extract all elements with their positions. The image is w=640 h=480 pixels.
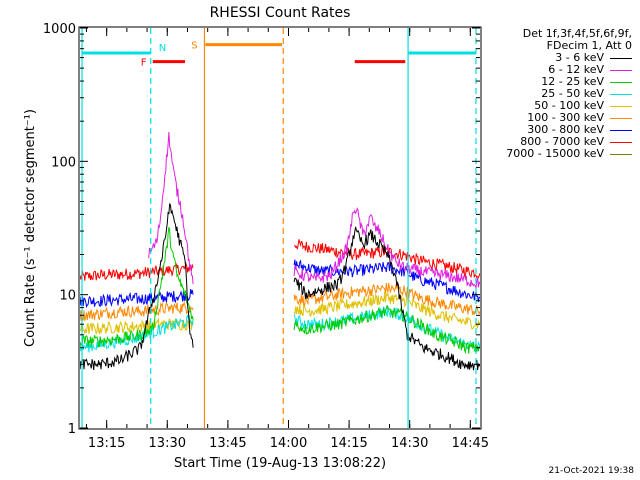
series-line-6-12-kev-seg-1 [293, 207, 480, 289]
series-line-3-6-kev-seg-0 [80, 203, 194, 371]
legend-swatch [610, 117, 632, 119]
plot-frame [78, 26, 482, 430]
legend-swatch [610, 141, 632, 143]
legend-swatch [610, 105, 632, 107]
x-tick-label-1: 13:30 [149, 436, 186, 451]
x-tick-label-4: 14:15 [330, 436, 367, 451]
legend-entry: 800 - 7000 keV [506, 136, 632, 148]
legend-entry: 25 - 50 keV [506, 88, 632, 100]
legend-entry-label: 6 - 12 keV [548, 63, 604, 76]
series-line-800-7000-kev-seg-1 [294, 239, 480, 279]
x-tick-label-3: 14:00 [270, 436, 307, 451]
chart-title: RHESSI Count Rates [210, 5, 351, 21]
flag-label-s: S [191, 41, 197, 52]
legend-entry-label: 7000 - 15000 keV [506, 147, 604, 160]
legend-entry-label: 300 - 800 keV [527, 123, 604, 136]
legend-entry-label: 100 - 300 keV [527, 111, 604, 124]
legend-entry-label: 50 - 100 keV [534, 99, 604, 112]
legend-entry: 7000 - 15000 keV [506, 148, 632, 160]
legend-swatch [610, 129, 632, 131]
flag-label-f: F [141, 58, 147, 69]
y-tick-label-0: 1 [68, 422, 76, 437]
legend-swatch [610, 153, 632, 155]
flag-label-n: N [159, 43, 166, 54]
legend-entry: 3 - 6 keV [506, 52, 632, 64]
series-line-100-300-kev-seg-1 [293, 282, 480, 316]
data-layer [80, 131, 480, 371]
marker-layer: F N S [81, 28, 477, 428]
y-tick-label-1: 10 [59, 289, 76, 304]
legend-entry-label: 25 - 50 keV [541, 87, 604, 100]
series-line-800-7000-kev-seg-0 [80, 261, 194, 281]
legend-entry: 300 - 800 keV [506, 124, 632, 136]
series-line-300-800-kev-seg-1 [293, 259, 480, 303]
legend-entry-label: 800 - 7000 keV [520, 135, 604, 148]
x-tick-label-6: 14:45 [452, 436, 489, 451]
legend-header-line-1: Det 1f,3f,4f,5f,6f,9f, [522, 27, 632, 40]
series-line-12-25-kev-seg-0 [80, 226, 194, 348]
axis-layer: 13:15 13:30 13:45 14:00 14:15 14:30 14:45 1 10 10… [43, 22, 489, 451]
legend-swatch [610, 57, 632, 59]
x-axis-label: Start Time (19-Aug-13 13:08:22) [174, 456, 386, 471]
legend-swatch [610, 81, 632, 83]
legend-entry: 12 - 25 keV [506, 76, 632, 88]
legend-entry-label: 3 - 6 keV [555, 51, 604, 64]
legend-header-line-2: FDecim 1, Att 0 [546, 39, 632, 52]
x-tick-label-2: 13:45 [209, 436, 246, 451]
legend-swatch [610, 93, 632, 95]
series-line-50-100-kev-seg-1 [293, 291, 480, 330]
series-line-3-6-kev-seg-1 [293, 226, 480, 371]
x-tick-label-5: 14:30 [391, 436, 428, 451]
timestamp: 21-Oct-2021 19:38 [548, 466, 634, 476]
legend-entry: 100 - 300 keV [506, 112, 632, 124]
legend-swatch [610, 69, 632, 71]
series-line-100-300-kev-seg-0 [80, 300, 194, 321]
series-line-300-800-kev-seg-0 [80, 289, 194, 309]
x-tick-label-0: 13:15 [88, 436, 125, 451]
series-line-25-50-kev-seg-0 [80, 314, 194, 353]
legend-entry-label: 12 - 25 keV [541, 75, 604, 88]
legend: Det 1f,3f,4f,5f,6f,9f, FDecim 1, Att 0 3… [506, 28, 632, 160]
legend-entry: 50 - 100 keV [506, 100, 632, 112]
y-tick-label-3: 1000 [43, 22, 76, 37]
y-axis-label: Count Rate (s⁻¹ detector segment⁻¹) [23, 109, 38, 347]
series-line-12-25-kev-seg-1 [293, 305, 480, 355]
series-line-6-12-kev-seg-0 [148, 131, 194, 285]
legend-entry: 6 - 12 keV [506, 64, 632, 76]
y-tick-label-2: 100 [51, 155, 76, 170]
legend-rows: 3 - 6 keV 6 - 12 keV 12 - 25 keV 25 - 50 ke… [506, 52, 632, 160]
